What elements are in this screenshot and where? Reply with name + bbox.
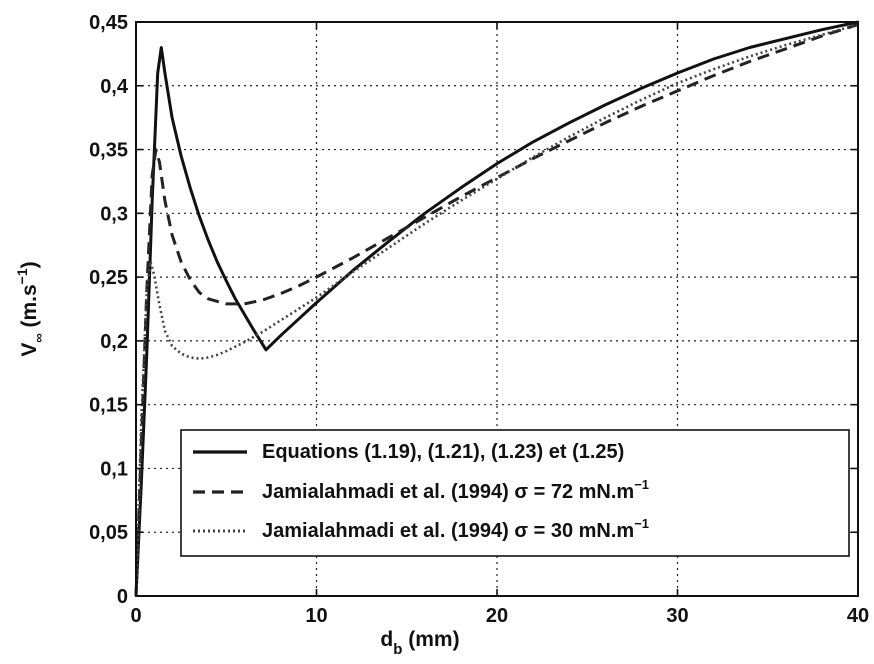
y-tick-label: 0,3 xyxy=(100,203,128,225)
series-layer xyxy=(134,20,859,597)
y-tick-label: 0,15 xyxy=(89,395,128,417)
legend-box xyxy=(180,429,850,557)
series-line-2 xyxy=(134,23,859,597)
y-axis-label-sub: ∞ xyxy=(31,333,46,342)
y-tick-label: 0,45 xyxy=(89,12,128,34)
y-axis-label-main: V xyxy=(18,343,41,357)
series-line-1 xyxy=(134,20,859,597)
y-tick-label: 0,1 xyxy=(100,458,128,480)
x-tick-label: 40 xyxy=(847,605,869,627)
x-axis-label-unit: (mm) xyxy=(402,628,459,651)
x-axis-label-main: d xyxy=(380,628,393,651)
x-axis-label: db (mm) xyxy=(380,628,459,658)
x-tick-label: 0 xyxy=(130,605,141,627)
legend-label-series-1: Equations (1.19), (1.21), (1.23) et (1.2… xyxy=(262,441,624,463)
legend: Equations (1.19), (1.21), (1.23) et (1.2… xyxy=(180,429,850,557)
x-tick-label: 30 xyxy=(666,605,688,627)
y-tick-label: 0 xyxy=(117,586,128,608)
y-tick-label: 0,25 xyxy=(89,267,128,289)
legend-label-series-3-sup: −1 xyxy=(634,516,649,531)
legend-label-series-2: Jamialahmadi et al. (1994) σ = 72 mN.m−1 xyxy=(262,477,649,503)
legend-label-series-2-sup: −1 xyxy=(634,477,649,492)
y-axis-label-close: ) xyxy=(18,261,41,268)
legend-label-series-3-text: Jamialahmadi et al. (1994) σ = 30 mN.m xyxy=(262,520,634,542)
y-tick-label: 0,4 xyxy=(100,76,129,98)
x-tick-label: 20 xyxy=(486,605,508,627)
y-axis-label: V∞ (m.s−1) xyxy=(14,261,46,356)
x-axis-label-sub: b xyxy=(393,641,402,658)
ticks: 0 10 20 30 40 0 0,05 0,1 0,15 0,2 0,25 0,3 0,35 0,4 0,… xyxy=(89,12,869,627)
y-axis-label-sup: −1 xyxy=(14,268,30,284)
y-tick-label: 0,35 xyxy=(89,140,128,162)
x-tick-label: 10 xyxy=(305,605,327,627)
y-tick-label: 0,05 xyxy=(89,522,128,544)
series-line-3 xyxy=(134,23,859,597)
legend-label-series-2-text: Jamialahmadi et al. (1994) σ = 72 mN.m xyxy=(262,481,634,503)
y-axis-label-unit: (m.s xyxy=(18,284,41,333)
legend-label-series-3: Jamialahmadi et al. (1994) σ = 30 mN.m−1 xyxy=(262,516,649,542)
y-tick-label: 0,2 xyxy=(100,331,128,353)
